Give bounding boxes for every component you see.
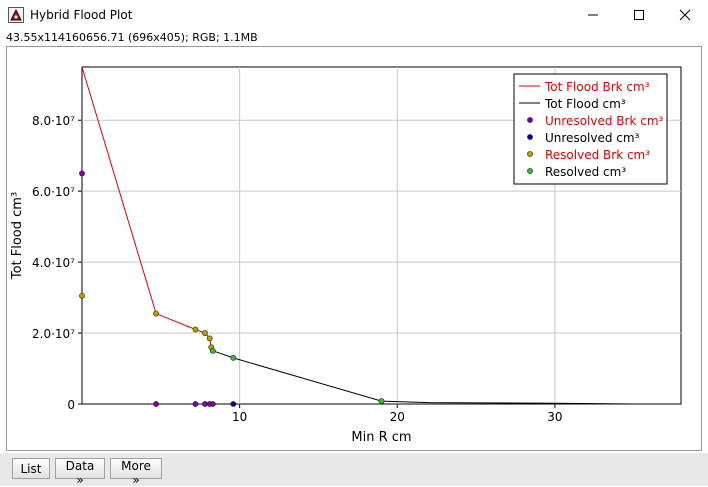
minimize-icon — [588, 14, 598, 16]
image-info: 43.55x114160656.71 (696x405); RGB; 1.1MB — [6, 31, 258, 44]
data-point — [202, 330, 208, 336]
legend-entry: Tot Flood Brk cm³ — [544, 80, 650, 94]
title-bar: Hybrid Flood Plot — [0, 0, 708, 30]
data-point — [79, 292, 85, 299]
legend-point-swatch — [527, 134, 533, 140]
y-axis-label: Tot Flood cm³ — [10, 192, 25, 280]
close-icon — [679, 9, 691, 21]
x-axis-label: Min R cm — [351, 430, 411, 445]
data-point — [230, 401, 237, 407]
data-point — [230, 354, 237, 361]
minimize-button[interactable] — [570, 0, 616, 30]
legend-entry: Resolved Brk cm³ — [545, 148, 650, 162]
maximize-button[interactable] — [616, 0, 662, 30]
legend-point-swatch — [527, 117, 533, 123]
data-point — [192, 326, 199, 333]
y-tick-label: 6.0·10⁷ — [32, 185, 75, 199]
data-point — [202, 401, 208, 407]
plot-canvas[interactable]: 10 20 30 0 2.0·10⁷ 4.0·10⁷ 6.0·10⁷ 8.0·10⁷ Min R… — [6, 46, 702, 451]
y-tick-label: 2.0·10⁷ — [32, 327, 75, 341]
legend-box — [513, 73, 668, 185]
flood-plot: 10 20 30 0 2.0·10⁷ 4.0·10⁷ 6.0·10⁷ 8.0·10⁷ Min R… — [10, 66, 682, 445]
maximize-icon — [634, 10, 644, 20]
list-button[interactable]: List — [12, 458, 50, 479]
y-tick-label: 0 — [67, 398, 75, 412]
legend-entry: Tot Flood cm³ — [544, 97, 626, 111]
data-button[interactable]: Data » — [55, 458, 105, 487]
legend-point-swatch — [527, 151, 533, 157]
window-title: Hybrid Flood Plot — [30, 8, 133, 22]
data-point — [153, 310, 159, 317]
data-point — [192, 401, 199, 407]
legend-entry: Resolved cm³ — [545, 165, 626, 179]
app-icon — [8, 7, 24, 23]
legend-point-swatch — [527, 168, 533, 174]
x-tick-label: 10 — [232, 410, 247, 424]
series-line — [212, 350, 634, 405]
plot-toolbar: List Data » More » — [0, 453, 708, 487]
data-point — [79, 170, 85, 177]
legend-entry: Unresolved cm³ — [545, 131, 640, 145]
more-button[interactable]: More » — [110, 458, 162, 487]
close-button[interactable] — [662, 0, 708, 30]
x-tick-label: 20 — [390, 410, 405, 424]
data-point — [206, 335, 213, 342]
data-point — [378, 398, 385, 405]
data-point — [209, 347, 216, 354]
x-tick-label: 30 — [547, 410, 562, 424]
y-tick-label: 8.0·10⁷ — [32, 114, 75, 128]
data-point — [153, 401, 159, 407]
y-tick-label: 4.0·10⁷ — [32, 256, 75, 270]
data-layer — [79, 66, 634, 407]
legend-entry: Unresolved Brk cm³ — [545, 114, 664, 128]
data-point — [209, 401, 216, 407]
